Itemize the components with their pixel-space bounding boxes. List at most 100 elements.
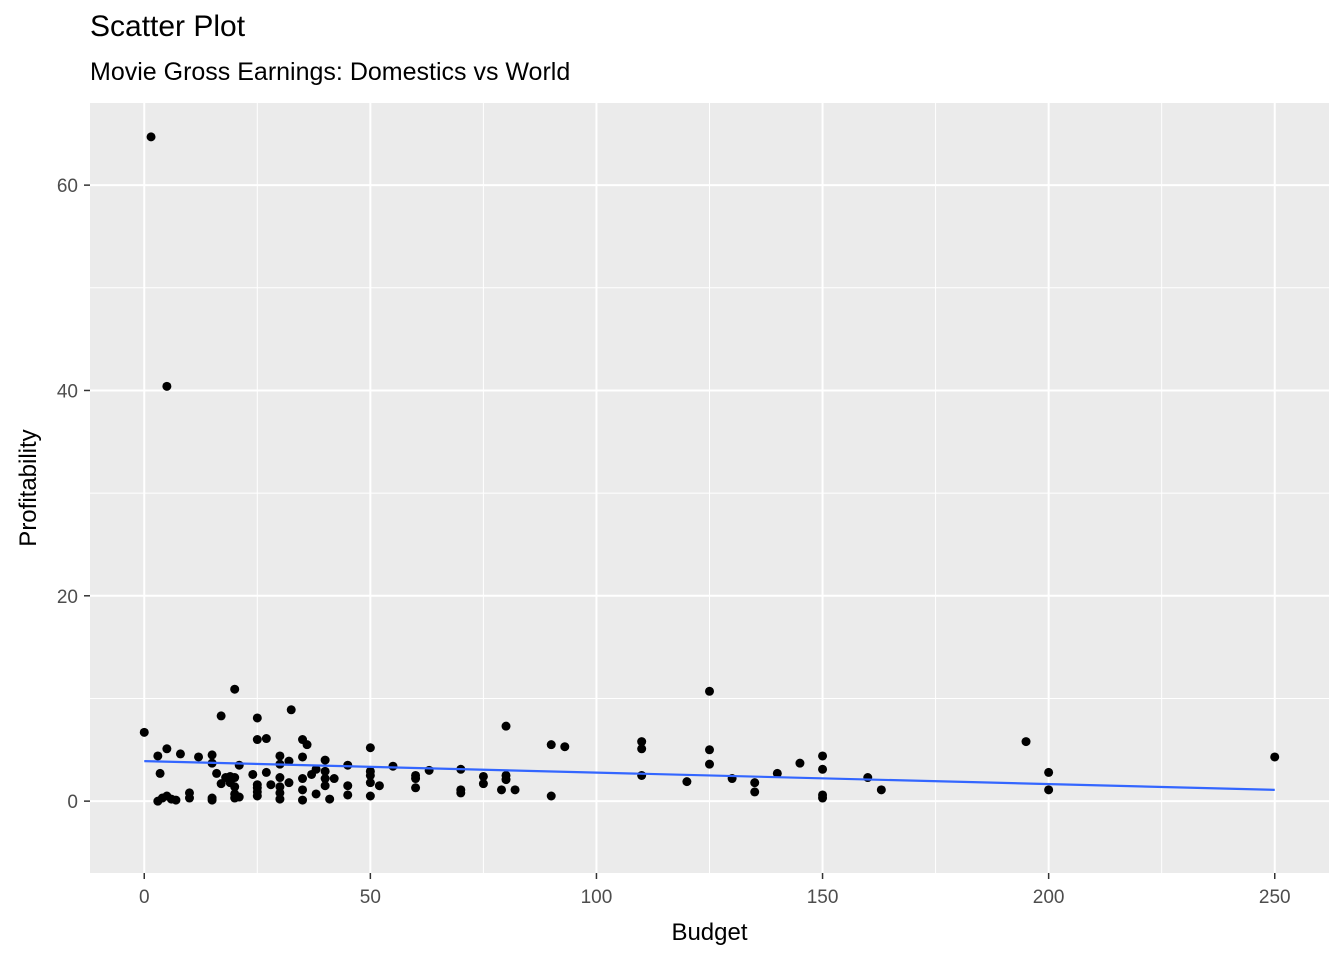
data-point xyxy=(750,778,760,788)
data-point xyxy=(275,773,285,783)
data-point xyxy=(286,705,296,715)
chart-title: Scatter Plot xyxy=(90,10,246,43)
y-tick-label: 0 xyxy=(67,792,78,813)
data-point xyxy=(365,791,375,801)
data-point xyxy=(637,744,647,754)
data-point xyxy=(216,779,226,789)
data-point xyxy=(252,787,262,797)
data-point xyxy=(478,771,488,781)
trend-line-group xyxy=(144,759,1275,791)
data-point xyxy=(365,770,375,780)
data-point xyxy=(705,745,714,755)
data-point xyxy=(320,766,330,776)
data-points xyxy=(139,132,1280,806)
data-point xyxy=(230,782,240,792)
y-tick-label: 40 xyxy=(57,381,78,402)
data-point xyxy=(216,711,226,721)
trend-line xyxy=(144,759,1275,791)
data-point xyxy=(275,751,285,761)
data-point xyxy=(456,788,466,798)
data-point xyxy=(1044,767,1054,777)
data-point xyxy=(818,793,828,803)
data-point xyxy=(248,769,258,779)
data-point xyxy=(320,774,330,784)
data-point xyxy=(320,781,330,791)
data-point xyxy=(705,686,714,696)
data-point xyxy=(194,752,204,762)
y-tick-label: 60 xyxy=(57,176,78,197)
data-point xyxy=(795,758,805,768)
data-point xyxy=(1021,737,1031,747)
y-tick-label: 20 xyxy=(57,587,78,608)
chart-subtitle: Movie Gross Earnings: Domestics vs World xyxy=(90,58,571,86)
data-point xyxy=(546,740,556,750)
data-point xyxy=(266,780,276,790)
data-point xyxy=(146,132,156,142)
grid-minor xyxy=(90,103,1329,873)
data-point xyxy=(411,783,421,793)
data-point xyxy=(325,794,335,804)
data-point xyxy=(546,791,556,801)
data-point xyxy=(320,755,330,765)
grid-major xyxy=(90,103,1329,873)
data-point xyxy=(184,788,194,798)
data-point xyxy=(637,737,647,747)
x-tick-label: 0 xyxy=(139,887,150,908)
data-point xyxy=(275,782,285,792)
data-point xyxy=(705,759,714,769)
data-point xyxy=(139,727,149,737)
data-point xyxy=(411,774,421,784)
axis-ticks xyxy=(84,184,1276,879)
data-point xyxy=(818,764,828,774)
data-point xyxy=(302,740,312,750)
data-point xyxy=(682,777,692,787)
data-point xyxy=(750,787,760,797)
data-point xyxy=(1270,752,1280,762)
data-point xyxy=(275,788,285,798)
data-point xyxy=(298,752,308,762)
data-point xyxy=(212,768,222,778)
data-point xyxy=(365,743,375,753)
data-point xyxy=(252,780,262,790)
x-tick-label: 250 xyxy=(1259,887,1291,908)
x-tick-label: 100 xyxy=(581,887,613,908)
data-point xyxy=(772,768,782,778)
data-point xyxy=(388,761,398,771)
x-tick-label: 50 xyxy=(360,887,381,908)
data-point xyxy=(298,795,308,805)
data-point xyxy=(234,760,244,770)
data-point xyxy=(207,795,217,805)
data-point xyxy=(876,785,886,795)
data-point xyxy=(637,770,647,780)
data-point xyxy=(365,778,375,788)
data-point xyxy=(284,756,294,766)
data-point xyxy=(252,713,262,723)
data-point xyxy=(343,781,353,791)
data-point xyxy=(343,790,353,800)
data-point xyxy=(818,751,828,761)
data-point xyxy=(501,775,511,785)
data-point xyxy=(230,684,240,694)
data-point xyxy=(298,774,308,784)
data-point xyxy=(162,744,172,754)
x-axis-title: Budget xyxy=(671,919,747,946)
data-point xyxy=(1044,785,1054,795)
data-point xyxy=(501,721,511,731)
data-point xyxy=(284,778,294,788)
data-point xyxy=(261,767,271,777)
data-point xyxy=(207,750,217,760)
data-point xyxy=(275,794,285,804)
data-point xyxy=(329,774,339,784)
data-point xyxy=(155,768,165,778)
data-point xyxy=(261,734,271,744)
data-point xyxy=(230,773,240,783)
data-point xyxy=(311,764,321,774)
x-tick-label: 150 xyxy=(807,887,839,908)
data-point xyxy=(478,779,488,789)
y-axis-title: Profitability xyxy=(15,429,42,546)
data-point xyxy=(298,785,308,795)
data-point xyxy=(252,735,262,745)
data-point xyxy=(175,749,185,759)
x-tick-label: 200 xyxy=(1033,887,1065,908)
data-point xyxy=(162,381,172,391)
